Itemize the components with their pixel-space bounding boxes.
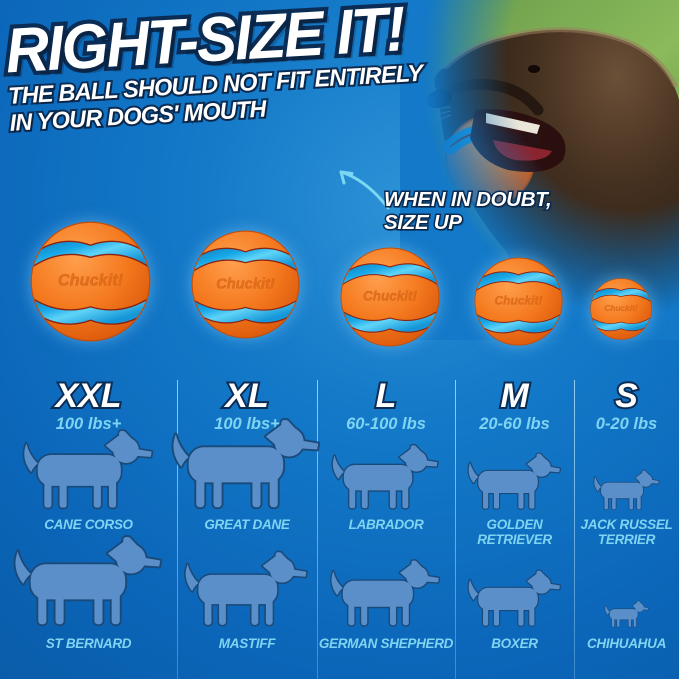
svg-text:Chuckit!: Chuckit!	[58, 272, 124, 290]
svg-text:Chuckit!: Chuckit!	[363, 289, 418, 304]
svg-text:Chuckit!: Chuckit!	[495, 294, 543, 308]
svg-text:Chuckit!: Chuckit!	[604, 303, 638, 313]
svg-text:Chuckit!: Chuckit!	[216, 276, 275, 292]
